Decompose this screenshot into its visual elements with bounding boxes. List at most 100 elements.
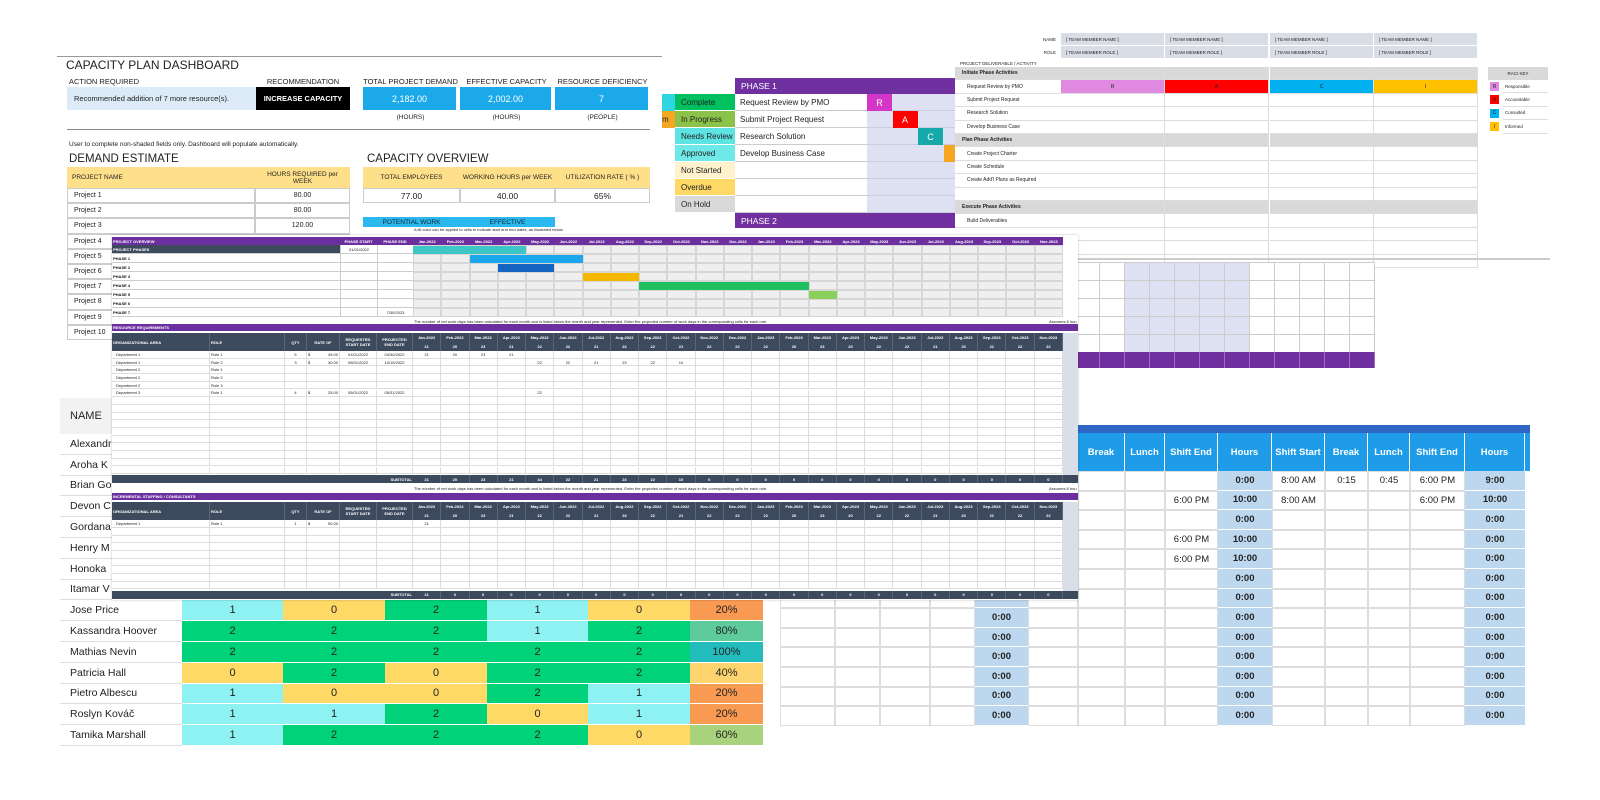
days-cell [723,358,753,367]
days-cell [695,435,724,444]
qty-cell [285,535,307,544]
workdays-header: 20 [441,342,470,351]
days-cell [836,443,866,452]
rule [67,129,650,130]
score-cell: 1 [487,600,588,622]
gantt-cell [865,281,894,290]
rate-cell [307,420,340,428]
role-cell [210,451,285,459]
days-cell [893,543,922,551]
days-cell [723,412,753,421]
score-cell: 1 [588,704,690,726]
days-cell [808,389,837,398]
days-cell [723,581,753,590]
days-cell [497,389,527,398]
month-header: Apr-2022 [497,502,527,512]
band-cell [1100,352,1125,368]
gantt-cell [978,281,1007,290]
phase-label: PROJECT PHASES [112,245,340,254]
grid-row-line [1075,316,1375,317]
gantt-cell [526,245,555,254]
action-text: Recommended addition of 7 more resource(… [67,87,256,110]
role-cell [210,535,285,544]
member-name: [ TEAM MEMBER NAME ] [1165,33,1269,45]
days-cell [441,381,470,390]
days-cell [497,558,527,567]
days-cell [723,451,753,459]
cell [780,627,835,648]
subtotal-cell: 21 [498,475,527,484]
phase-end [377,299,413,308]
scroll-col [1063,502,1078,599]
gantt-cell [526,308,555,317]
role-cell [210,397,285,405]
start-cell [340,566,377,575]
days-cell [752,535,781,544]
days-cell [413,581,442,590]
qty-cell [285,566,307,575]
subtotal-cell: 0 [1006,590,1035,599]
subtotal-label: SUBTOTAL [390,592,412,597]
gantt-cell [497,272,527,281]
days-cell [723,443,753,452]
score-cell: 0 [283,683,385,705]
days-cell [921,420,950,428]
days-cell [610,558,640,567]
rate-cell: 80% [690,621,763,642]
days-cell [469,558,498,567]
days-cell [949,351,979,359]
days-cell [865,535,894,544]
cell [1125,510,1165,530]
rate-cell [307,535,340,544]
cell [835,686,880,707]
hours-cell: 0:00 [1465,627,1525,648]
subtotal-cell: 0 [611,590,640,599]
hours-cell: 0:00 [1218,706,1272,726]
cell [1165,608,1218,628]
cell [1325,706,1368,726]
end-cell [377,566,413,575]
days-cell [526,374,555,382]
grid-cell [1270,241,1374,255]
workdays-header: 22 [723,511,753,521]
status-chip: Complete [675,94,735,111]
days-cell [469,458,498,467]
days-cell [808,574,837,582]
phase-end [377,263,413,272]
days-cell [695,358,724,367]
days-cell [808,466,837,475]
month-header: Apr-2022 [497,333,527,342]
month-header: Nov-2022 [695,502,724,512]
rate-cell [307,397,340,405]
days-cell [582,558,611,567]
workdays-header: 22 [752,511,781,521]
start-cell [340,551,377,559]
days-cell [921,443,950,452]
days-cell [639,428,668,436]
work-label: EFFECTIVE [460,217,555,227]
days-cell [836,543,866,551]
end-cell [377,574,413,582]
qty-cell: 5 [285,351,307,359]
cell [1078,569,1125,589]
key-letter: R [1490,82,1499,91]
gantt-cell [752,299,781,308]
column-label: PHASE END [383,238,407,244]
month-label: Nov-2023 [1039,238,1058,244]
workdays-header: 21 [413,511,442,521]
qty-cell: 4 [285,389,307,398]
gantt-cell [978,263,1007,272]
cell [1125,627,1165,648]
month-header: Jul-2022 [582,502,611,512]
days-cell [780,428,809,436]
days-cell [582,374,611,382]
days-cell [752,451,781,459]
column-header: Hours [1465,433,1525,471]
days-cell [667,520,696,528]
cell [1410,686,1465,707]
subtotal-cell: 22 [554,475,583,484]
gantt-cell [582,299,611,308]
days-cell [865,520,894,528]
start-cell [340,381,377,390]
days-cell [921,535,950,544]
